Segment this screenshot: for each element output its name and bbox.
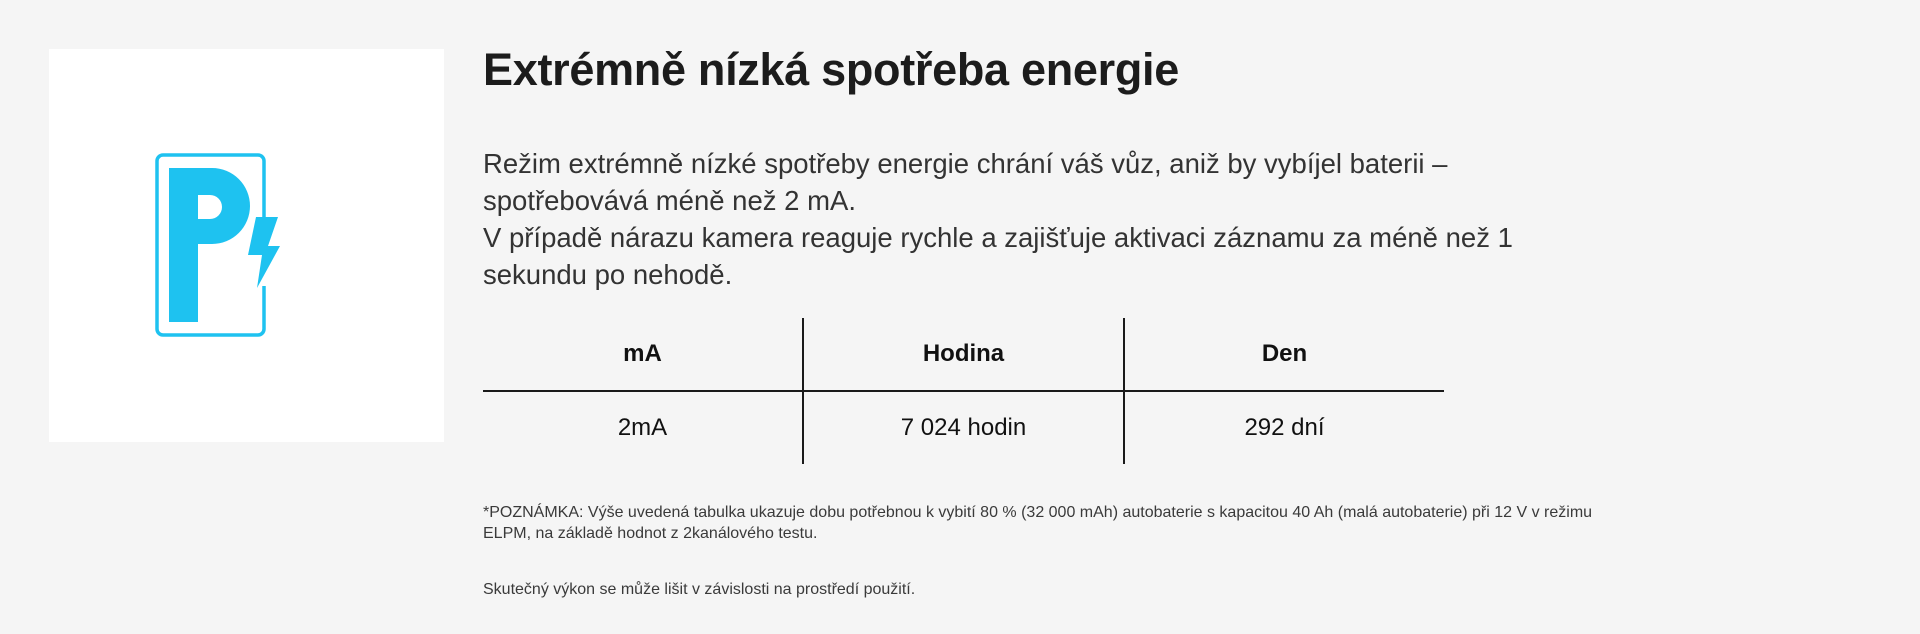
battery-consumption-table: mA Hodina Den 2mA 7 024 hodin 292 dní (483, 318, 1444, 464)
feature-title: Extrémně nízká spotřeba energie (483, 44, 1179, 95)
disclaimer: Skutečný výkon se může lišit v závislost… (483, 581, 916, 598)
table-header-den: Den (1123, 318, 1444, 392)
table-row: 2mA 7 024 hodin 292 dní (483, 391, 1444, 464)
description-line-2: V případě nárazu kamera reaguje rychle a… (483, 222, 1513, 290)
table-header-hodina: Hodina (802, 318, 1124, 392)
table-cell-ma: 2mA (617, 414, 668, 441)
footnote: *POZNÁMKA: Výše uvedená tabulka ukazuje … (483, 504, 1593, 542)
table-cell-den: 292 dní (1123, 391, 1444, 464)
table-header-ma: mA (483, 318, 803, 392)
description-line-1: Režim extrémně nízké spotřeby energie ch… (483, 148, 1448, 216)
feature-description: Režim extrémně nízké spotřeby energie ch… (483, 145, 1583, 293)
table-cell-hodina: 7 024 hodin (802, 391, 1124, 464)
parking-mode-icon (155, 153, 280, 337)
table-header-row: mA Hodina Den (483, 318, 1444, 392)
feature-icon-card (49, 49, 444, 442)
